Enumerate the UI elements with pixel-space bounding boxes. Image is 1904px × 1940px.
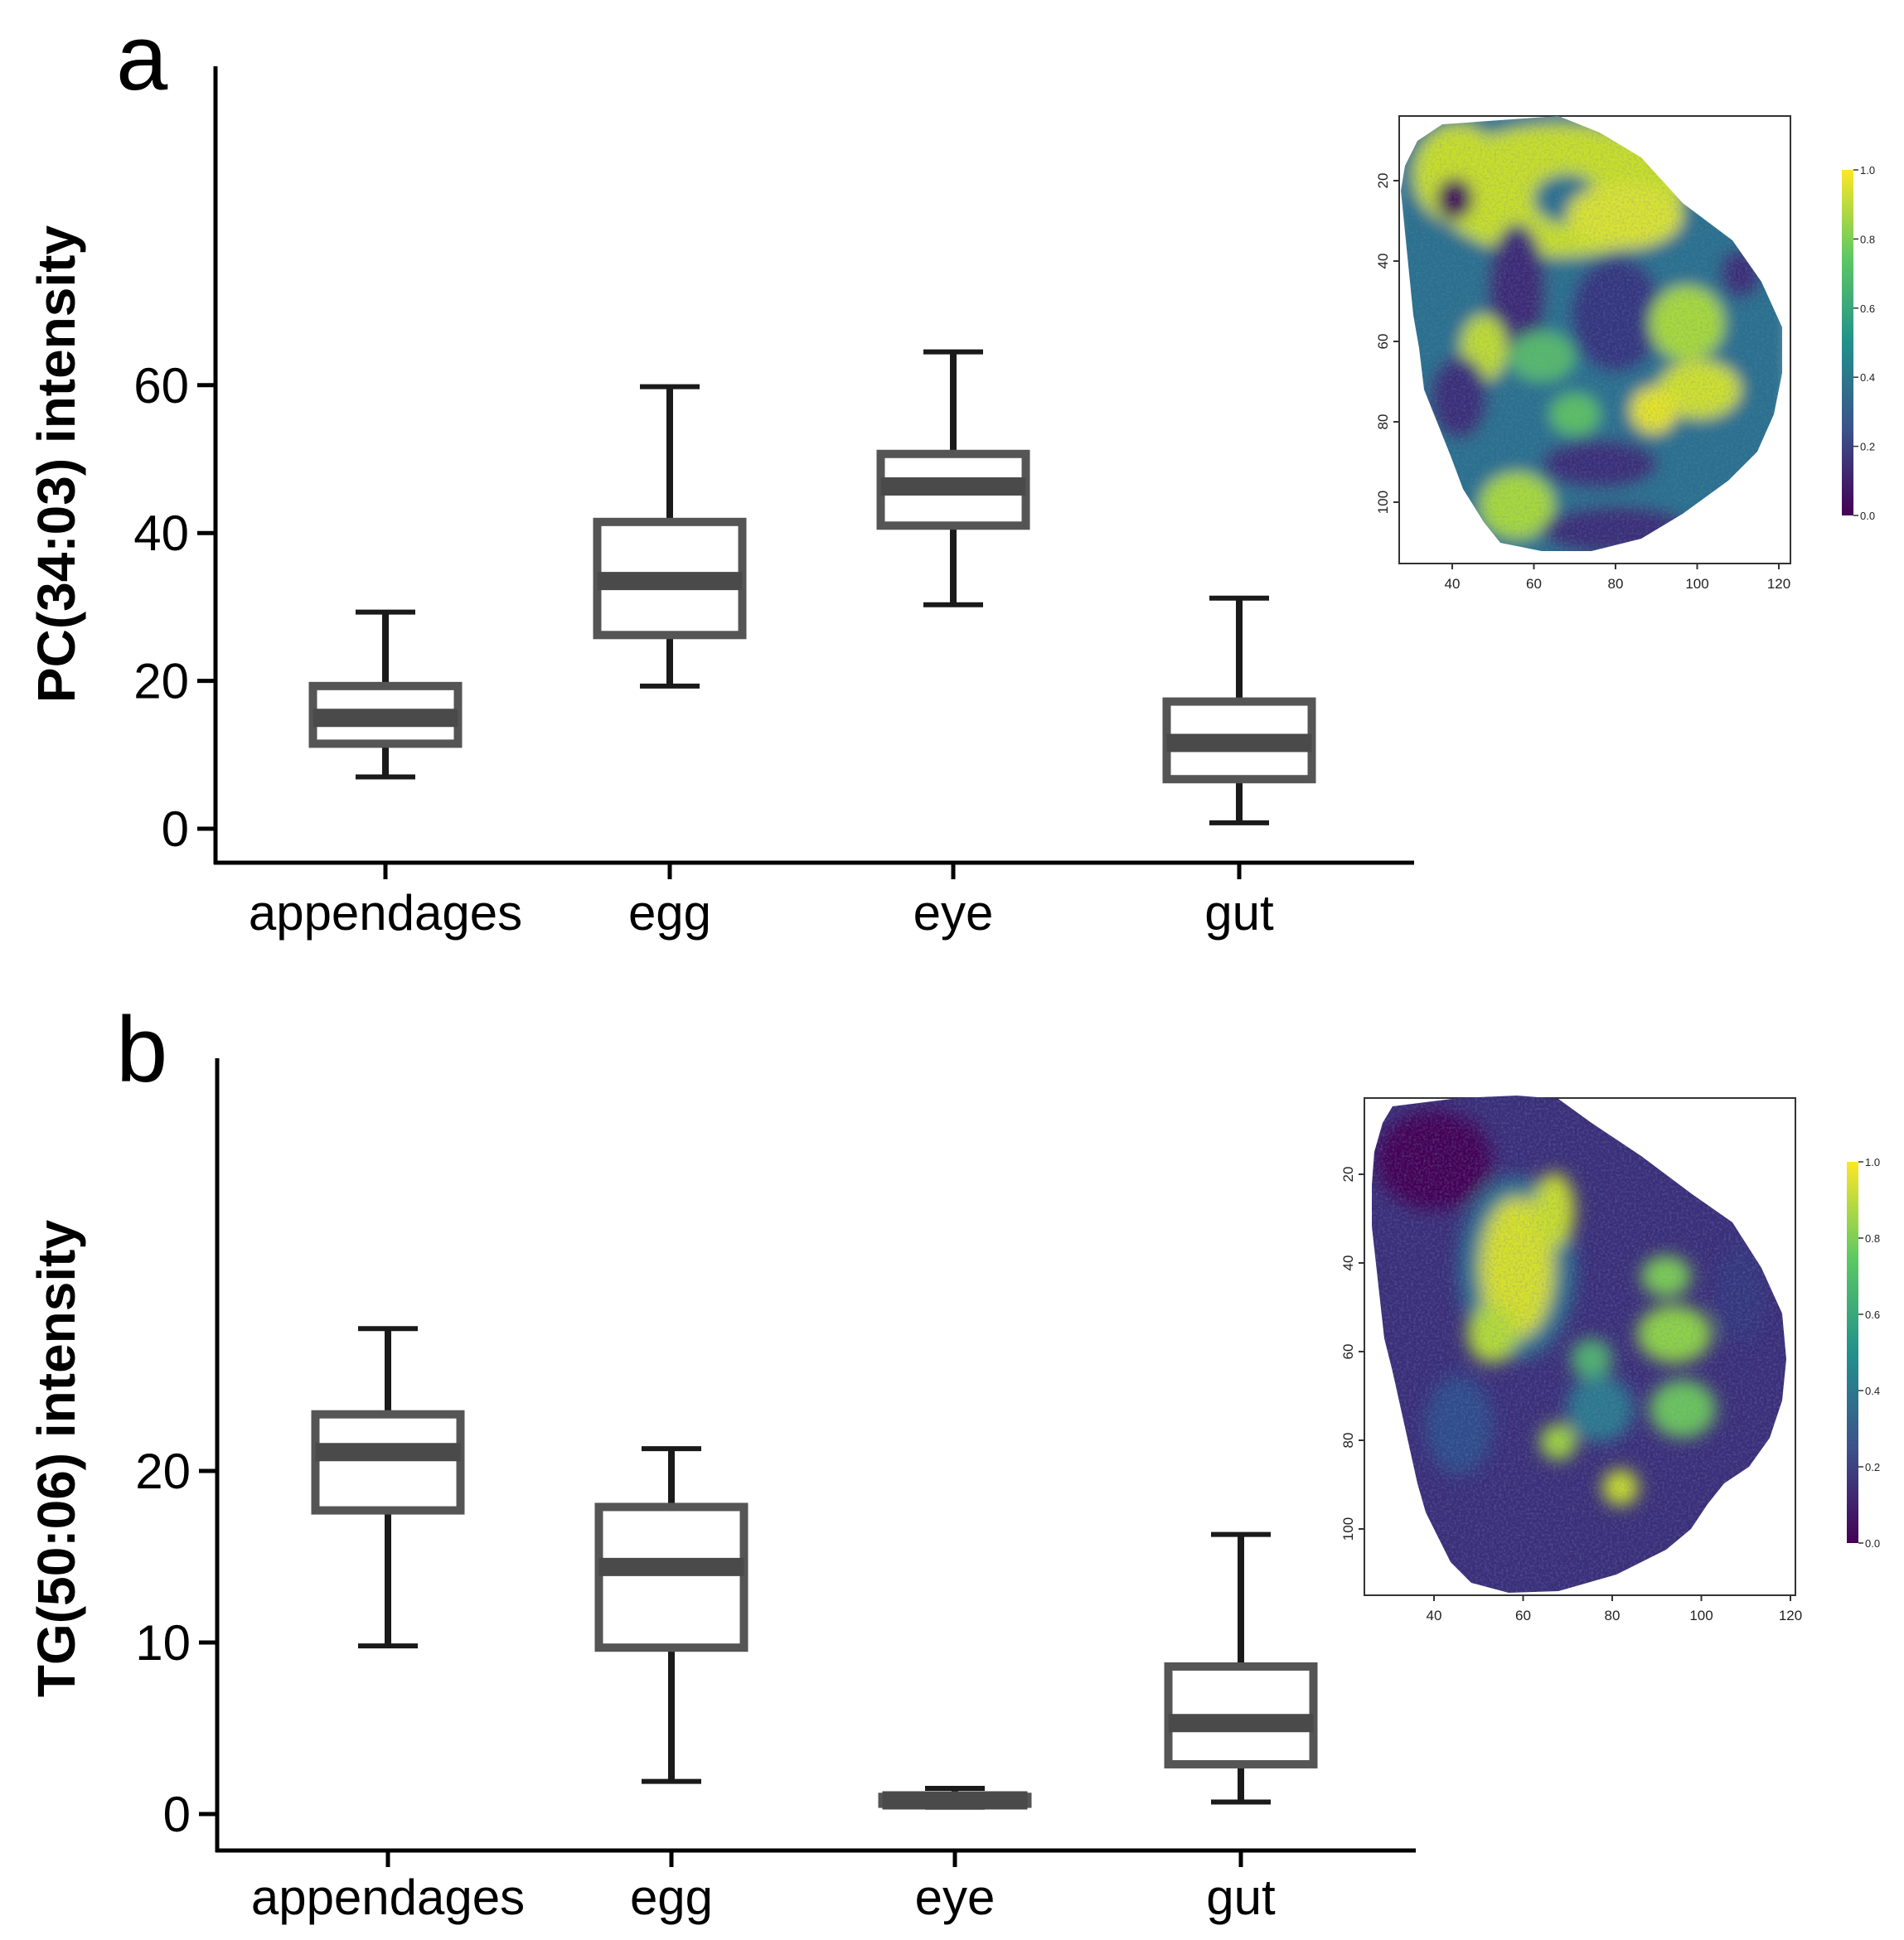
y-axis-label-a: PC(34:03) intensity: [27, 225, 86, 704]
inset-x-tick-label: 120: [1767, 576, 1790, 592]
panel-b: b TG(50:06) intensity 0 10 20 appendages eg…: [27, 998, 1880, 1925]
inset-y-ticks-a: 20 40 60 80 100: [1375, 173, 1399, 514]
inset-x-tick-label: 120: [1779, 1608, 1802, 1623]
box-appendages: [311, 1326, 465, 1649]
x-tick-label-eye: eye: [913, 885, 994, 941]
colorbar-tick-label: 0.8: [1860, 233, 1875, 245]
inset-y-ticks-b: 20 40 60 80 100: [1340, 1167, 1364, 1541]
inset-x-tick-label: 60: [1526, 576, 1542, 592]
inset-y-tick-label: 60: [1340, 1344, 1356, 1360]
inset-y-tick-label: 60: [1375, 334, 1391, 350]
y-tick-label: 60: [133, 358, 189, 414]
inset-heatmap-b: 40 60 80 100 120 20 40 60 80 100 0.0 0.2 0.4 0.6 0.8…: [1340, 1096, 1880, 1623]
y-tick-label: 0: [163, 1787, 191, 1842]
inset-y-tick-label: 80: [1375, 414, 1391, 430]
colorbar-ticks-b: 0.0 0.2 0.4 0.6 0.8 1.0: [1858, 1156, 1880, 1550]
y-tick-label: 20: [135, 1444, 191, 1499]
y-ticks-a: 0 20 40 60: [133, 358, 216, 857]
inset-x-tick-label: 80: [1608, 576, 1624, 592]
inset-x-ticks-a: 40 60 80 100 120: [1445, 564, 1790, 592]
inset-y-tick-label: 100: [1340, 1517, 1356, 1541]
iqr-box: [311, 1410, 465, 1515]
x-tick-label-egg: egg: [628, 885, 711, 941]
y-tick-label: 0: [162, 801, 189, 857]
x-tick-label-eye: eye: [915, 1870, 996, 1925]
inset-x-tick-label: 40: [1445, 576, 1461, 592]
y-tick-label: 10: [135, 1615, 191, 1671]
colorbar-tick-label: 0.2: [1860, 441, 1875, 453]
x-ticks-a: appendages egg eye gut: [249, 863, 1274, 941]
inset-y-tick-label: 80: [1340, 1433, 1356, 1449]
colorbar-tick-label: 0.6: [1860, 302, 1875, 315]
x-tick-label-appendages: appendages: [251, 1870, 525, 1925]
inset-y-tick-label: 20: [1340, 1167, 1356, 1183]
inset-x-tick-label: 100: [1685, 576, 1708, 592]
iqr-box: [594, 1502, 749, 1652]
inset-y-tick-label: 40: [1340, 1255, 1356, 1271]
colorbar-a: [1842, 170, 1853, 515]
boxes-a: [308, 349, 1316, 825]
boxes-b: [311, 1326, 1318, 1810]
y-axis-label-b: TG(50:06) intensity: [27, 1220, 86, 1698]
y-tick-label: 20: [133, 654, 189, 709]
box-egg: [593, 384, 747, 689]
box-appendages: [308, 609, 463, 780]
box-egg: [594, 1446, 749, 1784]
panel-letter-b: b: [116, 998, 167, 1101]
y-ticks-b: 0 10 20: [135, 1444, 217, 1842]
colorbar-tick-label: 0.8: [1865, 1232, 1880, 1245]
panel-a: a PC(34:03) intensity 0 20 40 60 appendages…: [27, 6, 1875, 941]
box-gut: [1162, 595, 1316, 825]
colorbar-tick-label: 0.0: [1865, 1537, 1880, 1550]
colorbar-tick-label: 1.0: [1860, 164, 1875, 177]
inset-x-ticks-b: 40 60 80 100 120: [1427, 1595, 1802, 1623]
colorbar-tick-label: 0.4: [1865, 1385, 1880, 1397]
inset-x-tick-label: 60: [1515, 1608, 1531, 1623]
box-eye: [876, 349, 1030, 607]
colorbar-tick-label: 0.6: [1865, 1309, 1880, 1321]
inset-heatmap-a: 40 60 80 100 120 20 40 60 80 100 0.0 0.2 0.4 0.6 0.8…: [1375, 115, 1875, 592]
x-tick-label-gut: gut: [1204, 885, 1274, 941]
inset-x-tick-label: 40: [1427, 1608, 1442, 1623]
x-tick-label-egg: egg: [630, 1870, 713, 1925]
inset-x-tick-label: 80: [1605, 1608, 1621, 1623]
x-ticks-b: appendages egg eye gut: [251, 1850, 1276, 1925]
box-eye: [878, 1785, 1032, 1810]
colorbar-tick-label: 0.4: [1860, 371, 1875, 384]
y-tick-label: 40: [133, 506, 189, 561]
inset-y-tick-label: 100: [1375, 491, 1391, 514]
x-tick-label-appendages: appendages: [249, 885, 522, 941]
colorbar-b: [1847, 1162, 1858, 1543]
box-gut: [1164, 1531, 1318, 1805]
inset-x-tick-label: 100: [1689, 1608, 1713, 1623]
colorbar-tick-label: 1.0: [1865, 1156, 1880, 1168]
panel-letter-a: a: [116, 6, 168, 109]
colorbar-tick-label: 0.2: [1865, 1461, 1880, 1473]
x-tick-label-gut: gut: [1206, 1870, 1276, 1925]
inset-y-tick-label: 20: [1375, 173, 1391, 189]
inset-y-tick-label: 40: [1375, 254, 1391, 269]
colorbar-ticks-a: 0.0 0.2 0.4 0.6 0.8 1.0: [1853, 164, 1875, 522]
colorbar-tick-label: 0.0: [1860, 510, 1875, 522]
